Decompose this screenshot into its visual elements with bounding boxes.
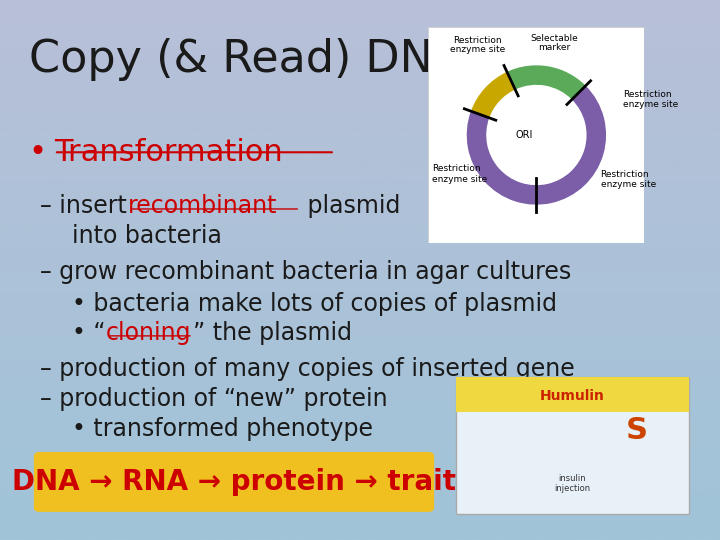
Text: DNA → RNA → protein → trait: DNA → RNA → protein → trait [12, 468, 456, 496]
Text: Humulin: Humulin [540, 389, 605, 403]
Text: recombinant: recombinant [128, 194, 278, 218]
FancyBboxPatch shape [428, 27, 644, 243]
Text: into bacteria: into bacteria [72, 224, 222, 248]
Text: – production of “new” protein: – production of “new” protein [40, 387, 387, 411]
Text: Restriction: Restriction [453, 36, 502, 45]
Text: plasmid: plasmid [300, 194, 400, 218]
Text: • bacteria make lots of copies of plasmid: • bacteria make lots of copies of plasmi… [72, 292, 557, 315]
Text: enzyme site: enzyme site [449, 45, 505, 54]
Text: Copy (& Read) DNA: Copy (& Read) DNA [29, 38, 463, 81]
Text: • transformed phenotype: • transformed phenotype [72, 417, 373, 441]
FancyBboxPatch shape [34, 452, 434, 512]
Wedge shape [471, 72, 516, 118]
Wedge shape [507, 65, 585, 99]
Text: Restriction: Restriction [432, 164, 480, 173]
Text: marker: marker [538, 43, 570, 52]
FancyBboxPatch shape [456, 377, 689, 412]
Text: enzyme site: enzyme site [600, 180, 656, 189]
Text: – insert: – insert [40, 194, 134, 218]
Wedge shape [467, 86, 606, 205]
Text: – grow recombinant bacteria in agar cultures: – grow recombinant bacteria in agar cult… [40, 260, 571, 284]
Text: enzyme site: enzyme site [432, 174, 487, 184]
Text: – production of many copies of inserted gene: – production of many copies of inserted … [40, 357, 575, 381]
Text: enzyme site: enzyme site [624, 100, 679, 109]
Text: ORI: ORI [516, 130, 533, 140]
FancyBboxPatch shape [456, 377, 689, 514]
Text: Restriction: Restriction [624, 90, 672, 99]
Text: • “: • “ [72, 321, 106, 345]
Text: Restriction: Restriction [600, 170, 649, 179]
Text: Transformation: Transformation [54, 138, 283, 167]
Text: S: S [626, 416, 648, 445]
Text: insulin
injection: insulin injection [554, 474, 590, 493]
Text: Selectable: Selectable [530, 34, 577, 43]
Text: •: • [29, 138, 47, 167]
Text: cloning: cloning [106, 321, 192, 345]
Text: ” the plasmid: ” the plasmid [193, 321, 352, 345]
